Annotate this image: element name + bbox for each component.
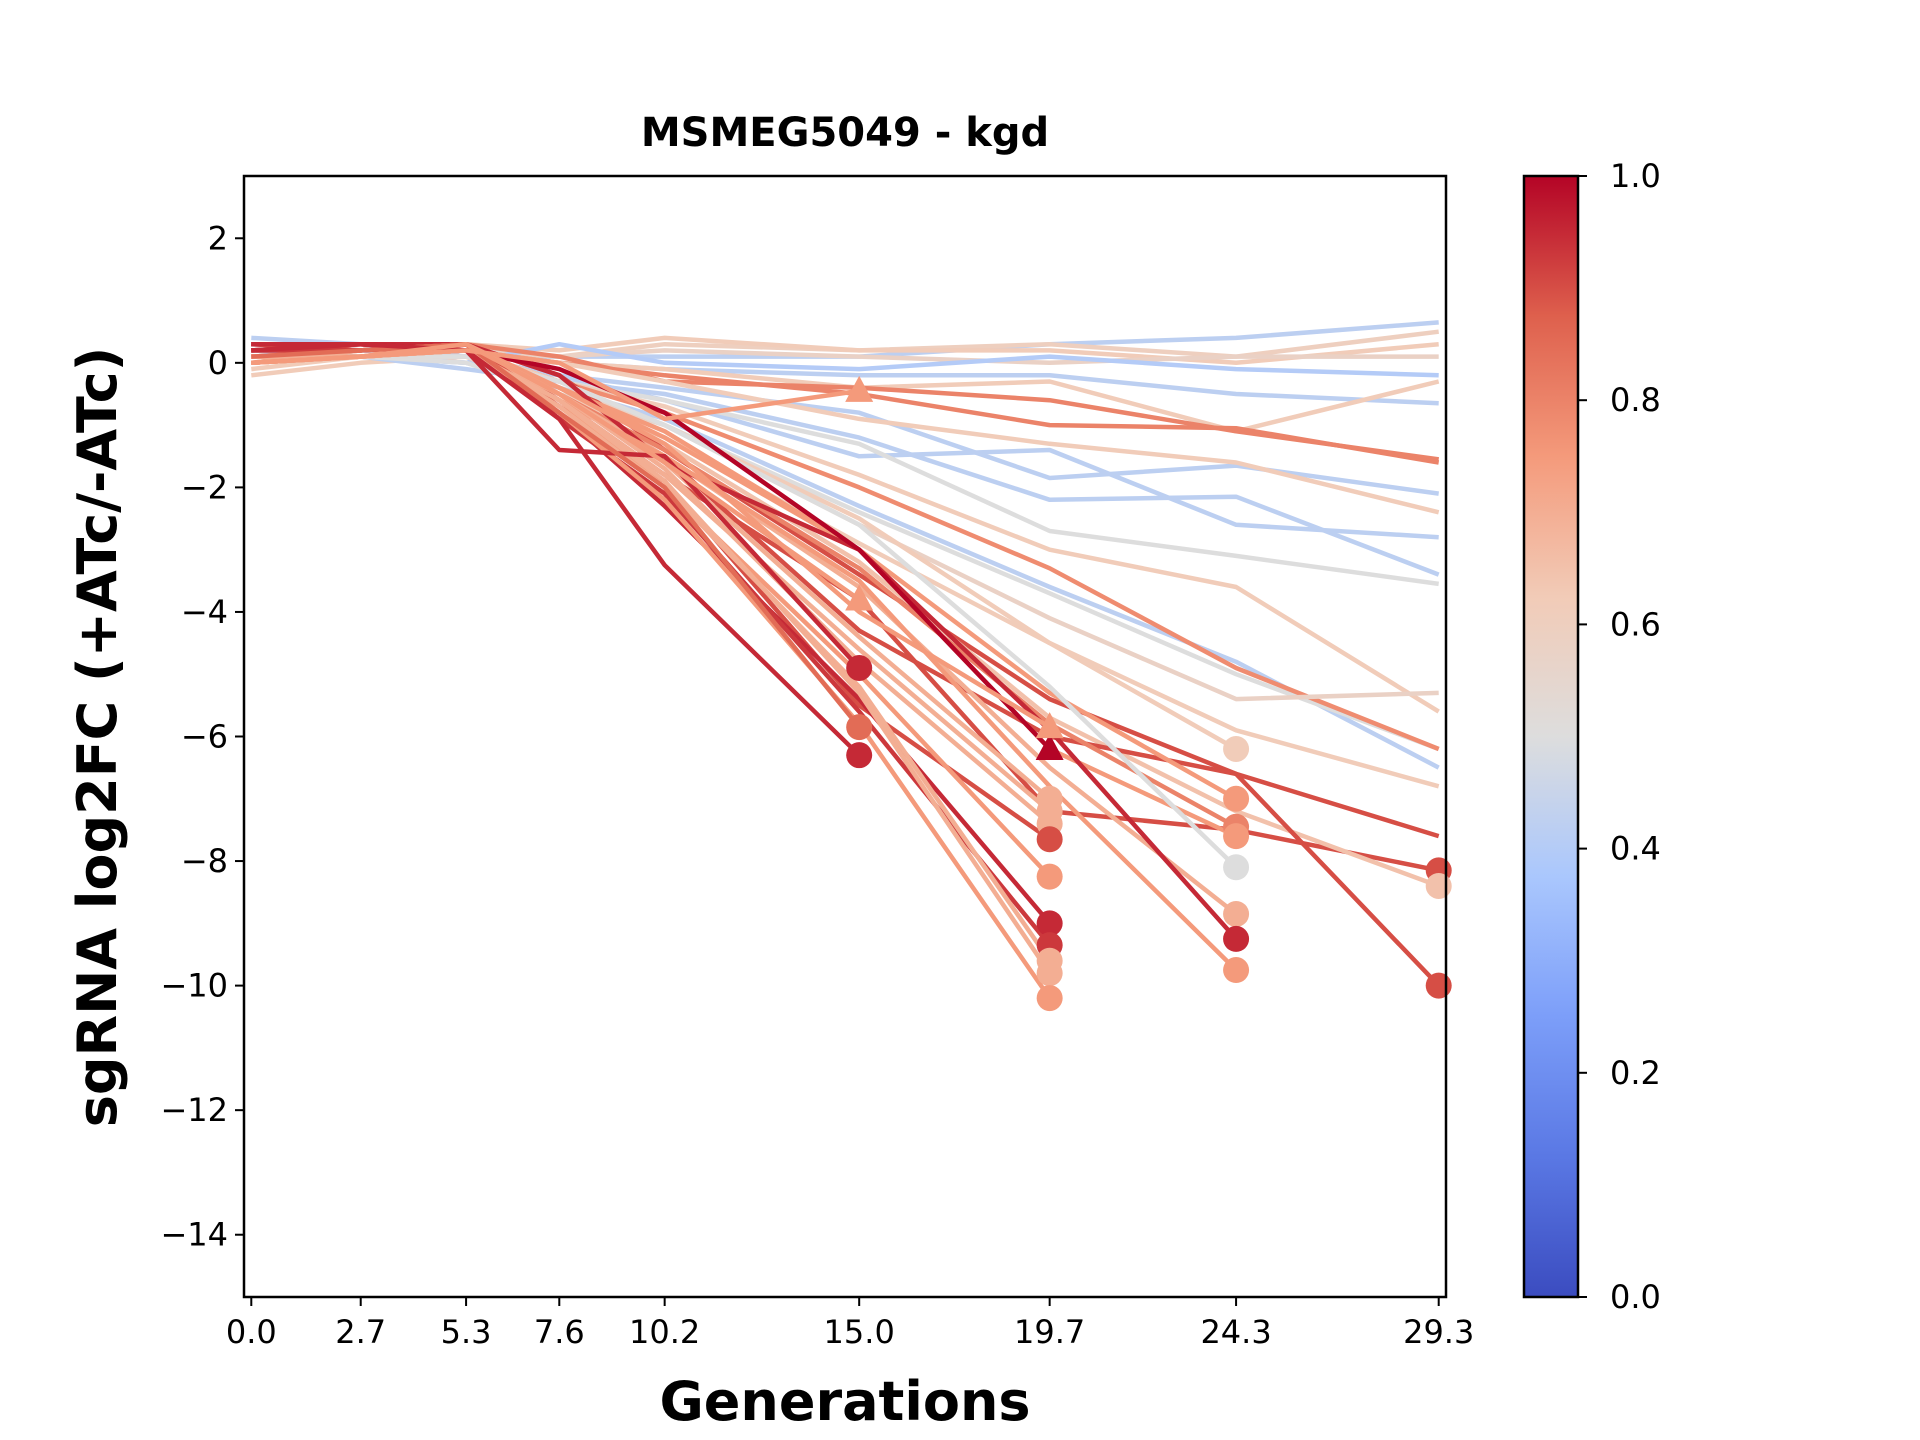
x-axis: 0.0 2.7 5.3 7.6 10.2 15.0 19.7 24.3 29.3	[226, 1297, 1474, 1351]
end-marker-circle-39	[1036, 910, 1063, 937]
colorbar-axis: 0.0 0.2 0.4 0.6 0.8 1.0	[1578, 157, 1661, 1316]
colorbar-tick-label: 0.2	[1610, 1054, 1661, 1092]
end-marker-circle-30	[1223, 925, 1250, 952]
x-tick-label: 2.7	[335, 1313, 386, 1351]
x-tick-label: 15.0	[824, 1313, 895, 1351]
y-axis-label: sgRNA log2FC (+ATc/-ATc)	[66, 347, 129, 1128]
end-marker-circle-38	[1036, 863, 1063, 890]
x-axis-label: Generations	[659, 1370, 1030, 1433]
colorbar-tick-label: 0.0	[1610, 1278, 1661, 1316]
end-marker-circle-24	[1223, 735, 1250, 762]
x-tick-label: 29.3	[1403, 1313, 1474, 1351]
end-marker-circle-37	[1036, 826, 1063, 853]
colorbar	[1522, 174, 1580, 1299]
end-marker-circle-31	[1223, 957, 1250, 984]
end-marker-circle-43	[1036, 985, 1063, 1012]
end-marker-circle-27	[1223, 823, 1250, 850]
end-marker-circle-44	[846, 654, 873, 681]
end-marker-circle-23	[1425, 972, 1452, 999]
end-marker-circle-22	[1425, 872, 1452, 899]
end-marker-triangle-48	[845, 375, 874, 402]
x-tick-label: 10.2	[629, 1313, 700, 1351]
x-tick-label: 0.0	[226, 1313, 277, 1351]
x-tick-label: 19.7	[1014, 1313, 1085, 1351]
series-line-46	[251, 341, 861, 757]
end-marker-circle-29	[1223, 900, 1250, 927]
y-tick-label: 2	[208, 219, 228, 257]
y-tick-label: −12	[160, 1091, 228, 1129]
end-marker-circle-45	[846, 714, 873, 741]
y-tick-label: −6	[181, 718, 228, 756]
end-marker-triangle-33	[1035, 712, 1064, 739]
series-line-45	[251, 341, 861, 729]
series-line-15	[251, 348, 1440, 714]
y-tick-label: 0	[208, 344, 228, 382]
series-lines	[251, 320, 1441, 1000]
y-tick-label: −4	[181, 593, 228, 631]
y-tick-label: −14	[160, 1216, 228, 1254]
y-tick-label: −8	[181, 842, 228, 880]
end-marker-triangle-47	[845, 584, 874, 611]
end-marker-triangle-32	[1035, 733, 1064, 760]
x-tick-label: 5.3	[441, 1313, 492, 1351]
end-marker-circle-46	[846, 742, 873, 769]
colorbar-tick-label: 0.4	[1610, 830, 1661, 868]
x-tick-label: 24.3	[1200, 1313, 1271, 1351]
chart-title: MSMEG5049 - kgd	[641, 110, 1049, 156]
end-marker-circle-25	[1223, 785, 1250, 812]
colorbar-tick-label: 0.6	[1610, 605, 1661, 643]
y-tick-label: −2	[181, 468, 228, 506]
colorbar-tick-label: 0.8	[1610, 381, 1661, 419]
colorbar-tick-label: 1.0	[1610, 157, 1661, 195]
x-tick-label: 7.6	[534, 1313, 585, 1351]
end-marker-circle-28	[1223, 854, 1250, 881]
end-marker-circle-42	[1036, 960, 1063, 987]
series-line-48	[251, 348, 860, 422]
y-tick-label: −10	[160, 967, 228, 1005]
y-axis: 2 0 −2 −4 −6 −8 −10 −12 −14	[160, 219, 244, 1254]
